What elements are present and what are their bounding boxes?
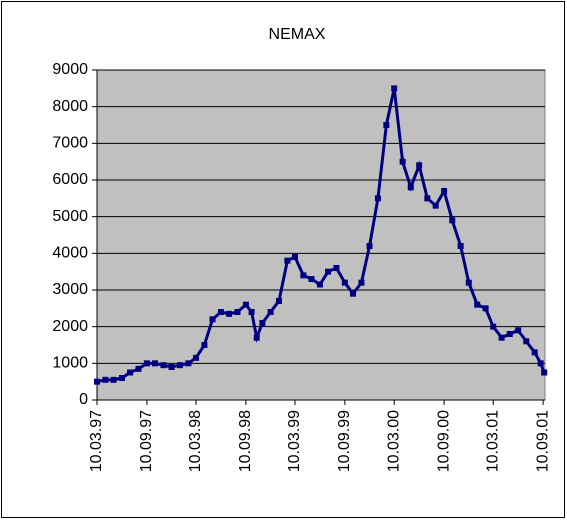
point-marker	[284, 257, 291, 264]
point-marker	[308, 276, 315, 282]
point-marker	[474, 301, 481, 308]
point-marker	[143, 360, 150, 367]
point-marker	[160, 362, 167, 369]
point-marker	[432, 202, 439, 209]
x-tick-label: 10.09.97	[138, 410, 155, 472]
point-marker	[201, 342, 208, 348]
y-tick-label: 6000	[52, 171, 88, 188]
x-tick-label: 10.03.98	[187, 410, 204, 472]
point-marker	[118, 375, 125, 381]
point-marker	[234, 309, 241, 315]
point-marker	[316, 281, 323, 288]
point-marker	[168, 364, 175, 370]
y-tick-label: 1000	[52, 355, 88, 372]
point-marker	[127, 369, 134, 376]
point-marker	[506, 331, 513, 337]
point-marker	[358, 279, 365, 286]
y-tick-label: 0	[79, 391, 88, 408]
point-marker	[325, 268, 332, 275]
point-marker	[537, 360, 544, 367]
point-marker	[102, 376, 109, 383]
point-marker	[242, 301, 249, 308]
point-marker	[176, 362, 183, 369]
y-tick-label: 5000	[52, 208, 88, 225]
point-marker	[457, 243, 464, 249]
x-tick-label: 10.09.99	[336, 410, 353, 472]
point-marker	[275, 298, 282, 304]
point-marker	[217, 309, 224, 315]
point-marker	[248, 309, 255, 315]
point-marker	[135, 365, 142, 372]
point-marker	[152, 360, 159, 367]
point-marker	[490, 323, 497, 330]
point-marker	[541, 369, 548, 376]
y-tick-label: 9000	[52, 61, 88, 78]
y-tick-label: 3000	[52, 281, 88, 298]
point-marker	[291, 254, 298, 260]
point-marker	[441, 188, 448, 194]
point-marker	[374, 195, 381, 202]
x-tick-label: 10.09.98	[237, 410, 254, 472]
point-marker	[531, 349, 538, 356]
point-marker	[424, 195, 431, 202]
point-marker	[449, 217, 456, 224]
plot-area	[96, 69, 546, 401]
point-marker	[267, 309, 274, 315]
chart-title: NEMAX	[269, 26, 326, 43]
point-marker	[523, 338, 530, 345]
point-marker	[94, 378, 100, 385]
point-marker	[465, 279, 472, 286]
point-marker	[366, 243, 373, 249]
point-marker	[192, 354, 199, 361]
x-tick-label: 10.03.01	[484, 410, 501, 472]
point-marker	[300, 272, 307, 279]
point-marker	[383, 122, 390, 128]
y-tick-label: 7000	[52, 135, 88, 152]
point-marker	[226, 310, 233, 317]
point-marker	[185, 360, 192, 367]
point-marker	[498, 334, 505, 341]
point-marker	[482, 305, 489, 312]
point-marker	[350, 290, 356, 297]
x-tick-label: 10.03.00	[385, 410, 402, 472]
y-tick-label: 8000	[52, 98, 88, 115]
x-tick-label: 10.03.97	[88, 410, 105, 472]
point-marker	[253, 334, 260, 341]
x-tick-label: 10.09.00	[435, 410, 452, 472]
point-marker	[399, 158, 406, 165]
point-marker	[259, 320, 266, 326]
point-marker	[407, 184, 414, 191]
point-marker	[110, 376, 117, 383]
x-tick-label: 10.03.99	[286, 410, 303, 472]
y-tick-label: 2000	[52, 318, 88, 335]
point-marker	[341, 279, 348, 286]
y-tick-label: 4000	[52, 245, 88, 262]
point-marker	[391, 85, 398, 92]
x-tick-label: 10.09.01	[534, 410, 551, 472]
point-marker	[515, 327, 522, 334]
point-marker	[209, 316, 216, 323]
point-marker	[333, 265, 340, 271]
point-marker	[416, 162, 423, 169]
